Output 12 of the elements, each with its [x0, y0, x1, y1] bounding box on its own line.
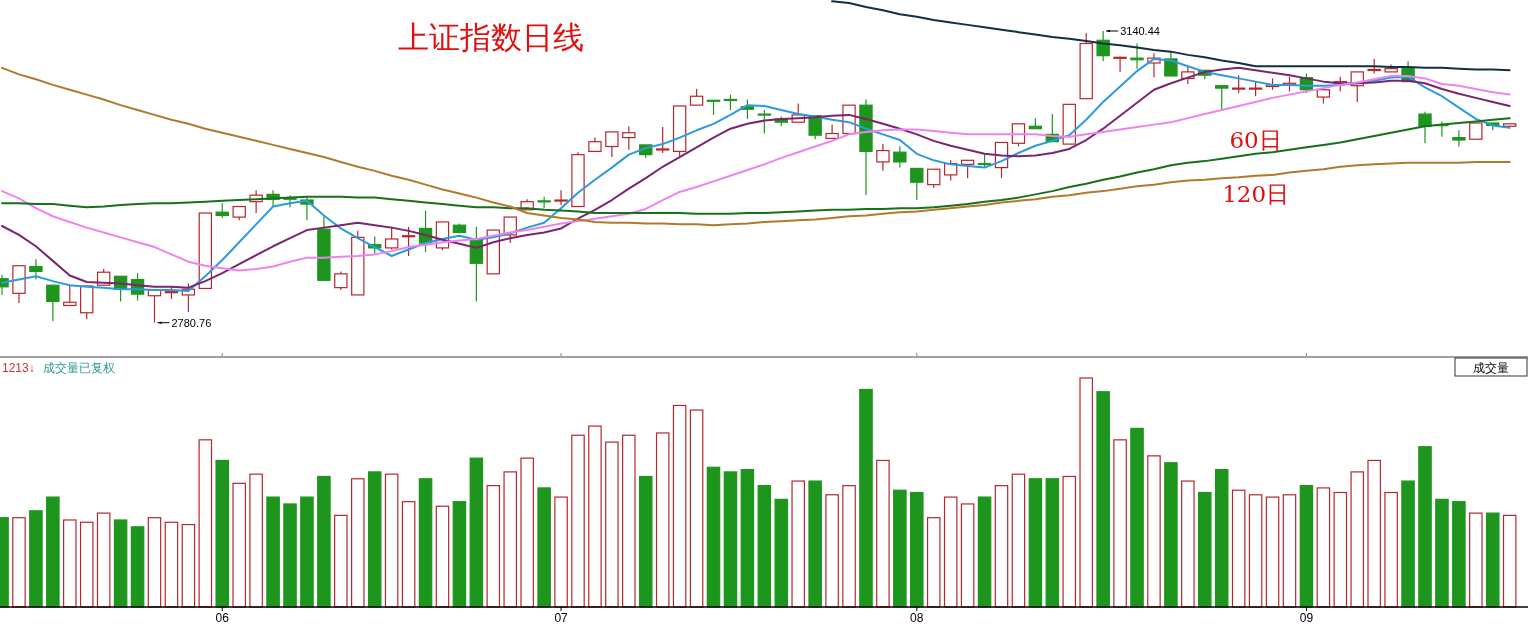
- series-label: 120日: [1222, 180, 1290, 207]
- series-label: 60日: [1229, 126, 1282, 153]
- text: 成交量: [1473, 361, 1509, 375]
- x-tick-label: 07: [554, 611, 569, 624]
- text: 1213↓: [2, 361, 35, 375]
- x-tick-label: 09: [1299, 611, 1314, 624]
- annotation: 2780.76: [171, 316, 212, 329]
- x-tick-label: 06: [215, 611, 230, 624]
- x-tick-label: 08: [910, 611, 924, 624]
- chart-title: 上证指数日线: [398, 19, 584, 55]
- annotation: 3140.44: [1120, 25, 1160, 37]
- text: 成交量已复权: [42, 361, 115, 375]
